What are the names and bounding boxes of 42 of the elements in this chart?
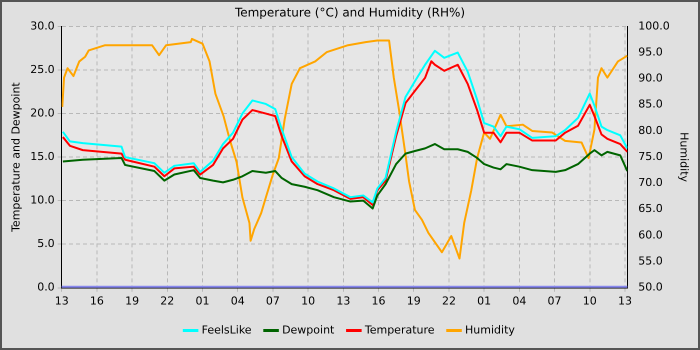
y-tick-label: 5.0 bbox=[37, 237, 55, 250]
y2-tick-label: 85.0 bbox=[638, 98, 663, 111]
y2-axis-title: Humidity bbox=[678, 132, 691, 183]
y2-tick-label: 65.0 bbox=[638, 202, 663, 216]
y-tick-label: 10.0 bbox=[30, 194, 55, 207]
x-tick-label: 04 bbox=[512, 294, 526, 308]
y2-tick-label: 90.0 bbox=[638, 72, 663, 85]
y2-tick-label: 50.0 bbox=[638, 280, 663, 294]
y-axis-title: Temperature and Dewpoint bbox=[9, 82, 22, 233]
legend-label: Dewpoint bbox=[282, 323, 336, 336]
x-tick-label: 22 bbox=[160, 294, 174, 308]
legend-label: Temperature bbox=[364, 323, 435, 336]
chart-title: Temperature (°C) and Humidity (RH%) bbox=[234, 5, 466, 20]
x-tick-label: 10 bbox=[582, 294, 597, 308]
y2-tick-label: 70.0 bbox=[638, 176, 663, 190]
y2-tick-label: 55.0 bbox=[638, 254, 663, 268]
x-tick-label: 13 bbox=[54, 294, 69, 308]
y2-tick-label: 75.0 bbox=[638, 150, 663, 163]
x-tick-label: 01 bbox=[196, 294, 210, 308]
y-tick-label: 0.0 bbox=[37, 280, 55, 294]
x-tick-label: 19 bbox=[125, 294, 140, 308]
y-tick-label: 25.0 bbox=[30, 62, 55, 76]
x-tick-label: 01 bbox=[477, 294, 492, 308]
y-tick-label: 15.0 bbox=[30, 150, 55, 163]
x-tick-label: 10 bbox=[301, 294, 316, 308]
x-tick-label: 13 bbox=[336, 294, 350, 308]
y-tick-label: 30.0 bbox=[30, 19, 55, 32]
x-tick-label: 13 bbox=[618, 294, 632, 308]
x-tick-label: 07 bbox=[548, 294, 562, 308]
x-tick-label: 16 bbox=[372, 294, 386, 308]
y2-tick-label: 100.0 bbox=[638, 19, 670, 32]
y-tick-label: 20.0 bbox=[30, 106, 55, 120]
x-tick-label: 04 bbox=[230, 294, 245, 308]
legend-label: Humidity bbox=[465, 323, 516, 336]
x-tick-label: 16 bbox=[90, 294, 104, 308]
legend-label: FeelsLike bbox=[202, 323, 252, 336]
y2-tick-label: 95.0 bbox=[638, 45, 663, 58]
x-tick-label: 19 bbox=[406, 294, 421, 308]
x-tick-label: 22 bbox=[442, 294, 456, 308]
x-tick-label: 07 bbox=[266, 294, 280, 308]
y2-tick-label: 60.0 bbox=[638, 228, 663, 242]
y2-tick-label: 80.0 bbox=[638, 124, 663, 137]
